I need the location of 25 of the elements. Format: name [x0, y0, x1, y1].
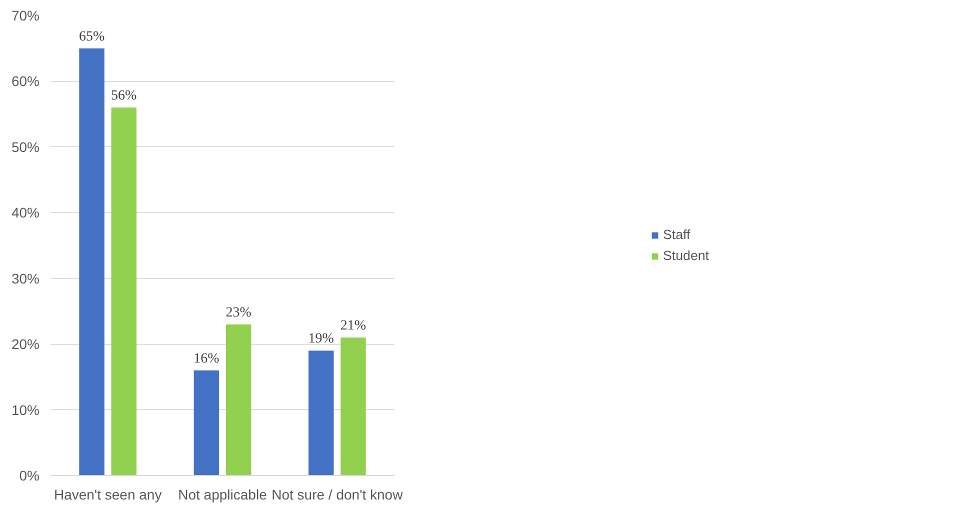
legend-label: Student: [663, 248, 709, 263]
y-tick-label: 70%: [11, 8, 40, 24]
data-label: 65%: [78, 29, 105, 44]
bar: [111, 108, 136, 476]
y-tick-label: 30%: [11, 270, 40, 286]
y-tick-label: 60%: [11, 73, 40, 90]
x-tick-label: Not applicable: [178, 486, 268, 502]
bar: [79, 48, 104, 476]
y-tick-label: 50%: [11, 138, 40, 155]
bar: [308, 350, 334, 476]
y-tick-label: 0%: [19, 468, 40, 484]
data-label: 16%: [194, 351, 220, 366]
legend-label: Staff: [663, 227, 690, 242]
data-label: 19%: [308, 332, 334, 347]
data-label: 21%: [340, 318, 366, 334]
y-tick-label: 40%: [11, 204, 40, 221]
bar: [226, 324, 252, 476]
data-label: 56%: [111, 88, 138, 104]
x-tick-label: Haven't seen any: [54, 486, 162, 502]
bar: [194, 370, 220, 476]
x-tick-label: Not sure / don't know: [272, 486, 404, 502]
bar: [340, 338, 366, 476]
y-tick-label: 20%: [11, 336, 40, 352]
data-label: 23%: [226, 305, 252, 320]
y-tick-label: 10%: [11, 402, 40, 418]
